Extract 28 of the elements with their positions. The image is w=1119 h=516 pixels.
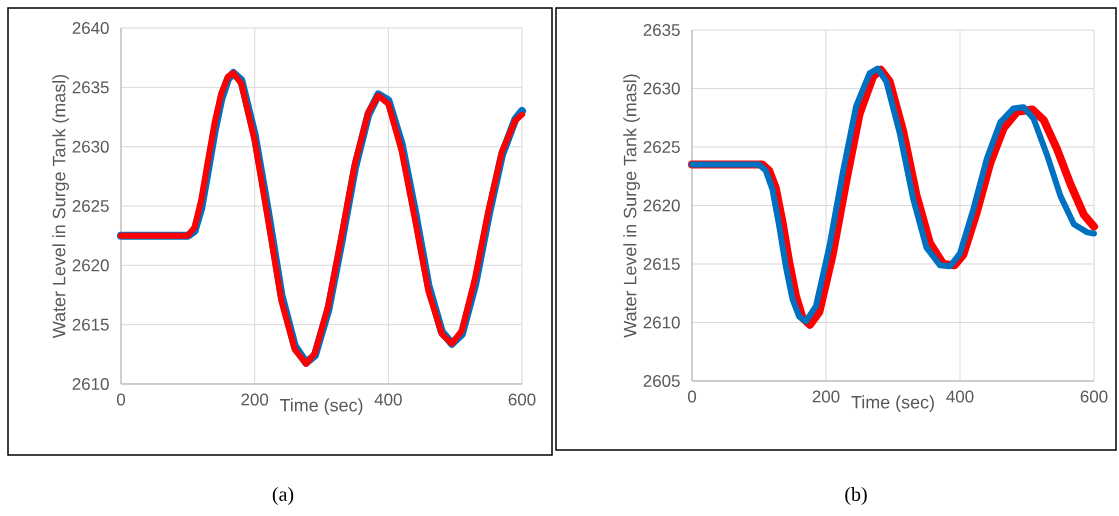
x-tick-label: 600 [508, 393, 536, 406]
y-tick-label: 2635 [72, 81, 109, 94]
x-tick-label: 0 [687, 390, 697, 403]
y-tick-label: 2620 [72, 259, 109, 272]
y-tick-label: 2640 [72, 21, 109, 34]
y-tick-label: 2630 [72, 140, 109, 153]
x-axis-title: Time (sec) [851, 395, 934, 413]
y-tick-label: 2615 [643, 258, 680, 270]
y-tick-label: 2620 [643, 199, 680, 212]
text: (b) [845, 486, 867, 506]
y-tick-label: 2625 [72, 200, 109, 212]
y-tick-label: 2630 [643, 82, 680, 95]
text: (a) [272, 486, 294, 506]
x-tick-label: 0 [116, 393, 126, 406]
y-tick-label: 2605 [643, 375, 680, 387]
y-axis-title: Water Level in Surge Tank (masl) [623, 74, 640, 338]
x-tick-label: 400 [946, 390, 974, 403]
y-tick-label: 2625 [643, 141, 680, 153]
y-tick-label: 2610 [643, 316, 680, 329]
y-tick-label: 2610 [72, 378, 109, 390]
x-tick-label: 400 [374, 393, 402, 406]
x-tick-label: 600 [1080, 390, 1108, 403]
y-tick-label: 2635 [643, 24, 680, 36]
x-tick-label: 200 [241, 393, 269, 406]
y-axis-title: Water Level in Surge Tank (masl) [52, 74, 69, 339]
x-axis-title: Time (sec) [279, 398, 363, 416]
x-tick-label: 200 [812, 390, 840, 403]
y-tick-label: 2615 [72, 318, 109, 331]
